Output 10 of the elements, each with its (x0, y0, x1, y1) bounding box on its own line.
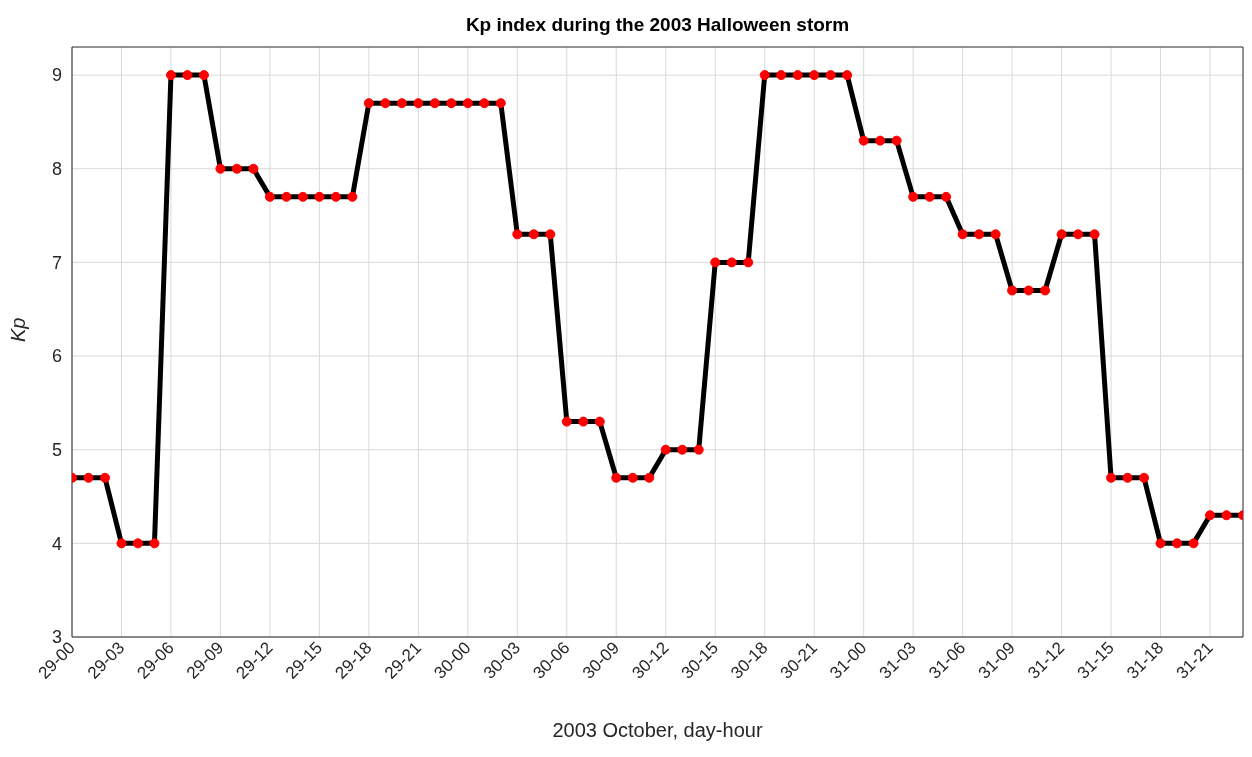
y-tick-label: 5 (51, 440, 62, 461)
x-axis-title: 2003 October, day-hour (552, 719, 763, 741)
y-tick-label: 3 (51, 627, 62, 648)
y-axis-title: Kp (7, 317, 30, 342)
y-tick-label: 7 (51, 252, 62, 273)
chart-title: Kp index during the 2003 Halloween storm (464, 14, 851, 36)
y-tick-label: 8 (51, 159, 62, 180)
y-tick-label: 9 (51, 65, 62, 86)
y-tick-label: 4 (51, 533, 62, 554)
y-tick-label: 6 (51, 346, 62, 367)
